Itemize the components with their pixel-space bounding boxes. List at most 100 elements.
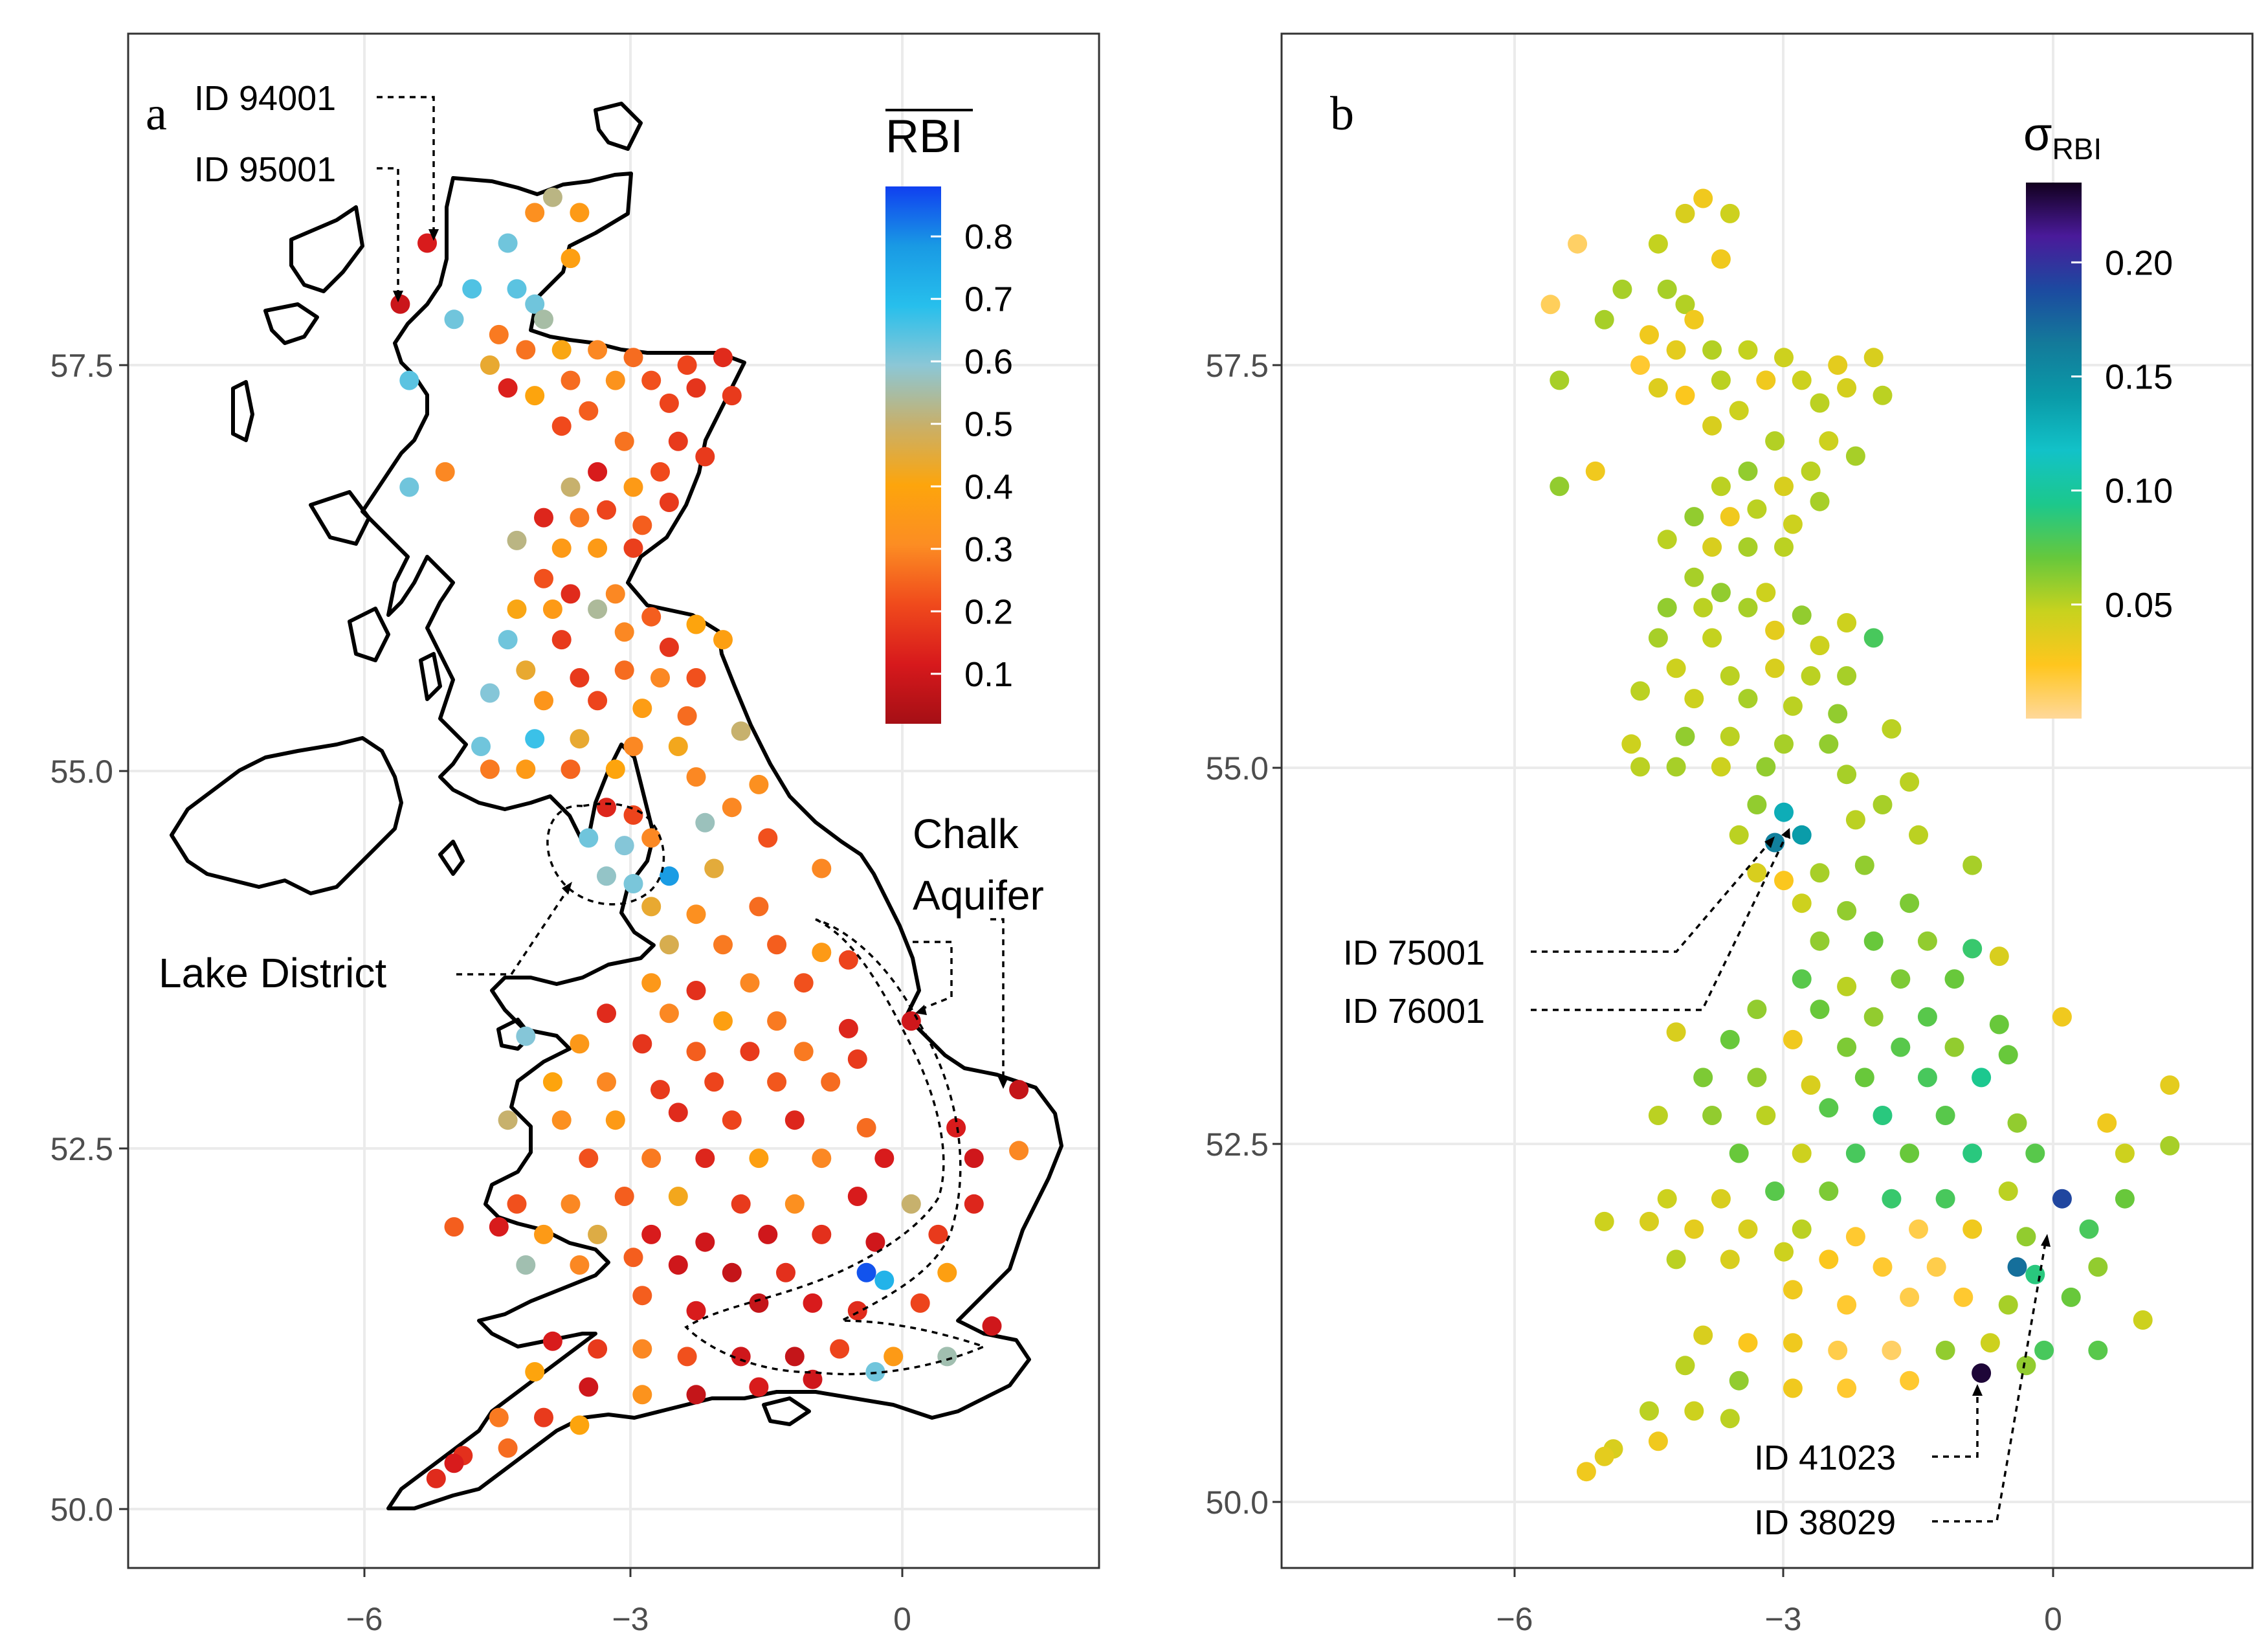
- panel-b-border: [1280, 32, 2254, 1569]
- station-point: [623, 348, 643, 368]
- station-point: [659, 1003, 679, 1024]
- a-y-tick-2: 52.5: [50, 1131, 113, 1167]
- station-point: [2115, 1143, 2135, 1163]
- station-point: [542, 599, 562, 619]
- station-point: [516, 340, 536, 360]
- panel-a-axis-labels: −6 −3 0 57.5 55.0 52.5 50.0: [50, 348, 911, 1637]
- arrow-41023: [1972, 1384, 1983, 1396]
- station-point: [1837, 976, 1857, 996]
- panel-a-letter: a: [146, 87, 167, 140]
- arrow-chalk-1: [915, 1005, 927, 1015]
- station-point: [1774, 537, 1794, 557]
- station-point: [399, 477, 419, 497]
- station-point: [1909, 1219, 1928, 1239]
- leader-lake-district: [456, 886, 571, 976]
- station-point: [435, 462, 455, 482]
- station-point: [588, 462, 608, 482]
- station-point: [695, 812, 715, 833]
- panel-b: b ID 75001 ID 76001 ID 41023 ID 38029 σR…: [1206, 32, 2254, 1637]
- island-islay: [348, 607, 390, 662]
- station-point: [695, 1148, 715, 1169]
- station-point: [561, 249, 581, 269]
- panel-b-annotation-text: b ID 75001 ID 76001 ID 41023 ID 38029: [1330, 87, 1896, 1542]
- station-point: [2007, 1257, 2027, 1277]
- station-point: [614, 431, 634, 451]
- station-point: [2088, 1340, 2108, 1360]
- station-point: [1837, 901, 1857, 921]
- station-point: [1756, 370, 1776, 390]
- station-point: [1837, 765, 1857, 785]
- station-point: [2016, 1356, 2036, 1376]
- station-point: [1747, 499, 1767, 519]
- station-point: [722, 1110, 742, 1130]
- station-point: [1550, 370, 1570, 390]
- station-point: [1640, 1211, 1659, 1231]
- station-point: [1720, 1029, 1740, 1049]
- station-point: [534, 568, 553, 588]
- station-point: [542, 187, 562, 207]
- panel-b-letter: b: [1330, 87, 1354, 140]
- legend-a-title: RBI: [885, 111, 963, 162]
- station-point: [1989, 1014, 2009, 1035]
- legend-tick-label: 0.4: [964, 467, 1013, 506]
- legend-tick-label: 0.7: [964, 280, 1013, 319]
- arrow-chalk-2: [998, 1077, 1008, 1089]
- station-point: [525, 1362, 545, 1382]
- station-point: [614, 622, 634, 642]
- station-point: [1684, 689, 1704, 709]
- station-point: [1783, 696, 1803, 716]
- station-point: [579, 1148, 599, 1169]
- station-point: [686, 1301, 706, 1321]
- station-point: [579, 1377, 599, 1397]
- station-point: [1810, 491, 1830, 511]
- panel-a-leaders: [377, 96, 1008, 1089]
- station-point: [561, 477, 581, 497]
- station-point: [516, 759, 536, 779]
- station-point: [1935, 1106, 1955, 1125]
- station-point: [722, 386, 742, 406]
- station-point: [605, 1110, 625, 1130]
- station-point: [758, 828, 778, 848]
- station-point: [1962, 855, 1983, 875]
- station-point: [1729, 1371, 1749, 1391]
- station-point: [588, 538, 608, 558]
- station-point: [865, 1232, 885, 1252]
- station-point: [964, 1148, 984, 1169]
- station-point: [498, 630, 518, 650]
- station-point: [1729, 825, 1749, 845]
- station-point: [1845, 1143, 1865, 1163]
- station-point: [749, 1377, 769, 1397]
- station-point: [758, 1224, 778, 1244]
- station-point: [570, 1415, 590, 1435]
- station-point: [641, 1148, 662, 1169]
- great-britain-outline: [361, 172, 1063, 1510]
- station-point: [2016, 1227, 2036, 1247]
- station-point: [784, 1110, 805, 1130]
- station-point: [1801, 1075, 1821, 1095]
- station-point: [856, 1118, 876, 1137]
- station-point: [2079, 1219, 2099, 1239]
- station-point: [516, 1255, 536, 1275]
- station-point: [1828, 704, 1848, 724]
- station-point: [534, 1407, 553, 1427]
- station-point: [677, 355, 697, 375]
- station-point: [570, 1034, 590, 1054]
- station-point: [1765, 1181, 1785, 1201]
- station-point: [982, 1316, 1002, 1336]
- station-point: [659, 637, 679, 657]
- station-point: [1810, 393, 1830, 413]
- station-point: [937, 1347, 957, 1367]
- station-point: [856, 1262, 876, 1282]
- station-point: [1009, 1141, 1029, 1161]
- station-point: [1738, 461, 1758, 481]
- station-point: [1648, 378, 1668, 398]
- arrow-75001: [1764, 836, 1775, 848]
- station-point: [1666, 658, 1686, 678]
- station-point: [784, 1194, 805, 1214]
- station-point: [605, 759, 625, 779]
- station-point: [632, 1385, 652, 1405]
- station-point: [1792, 825, 1812, 845]
- legend-tick-label: 0.2: [964, 592, 1013, 631]
- station-point: [1873, 385, 1893, 405]
- station-point: [1756, 583, 1776, 603]
